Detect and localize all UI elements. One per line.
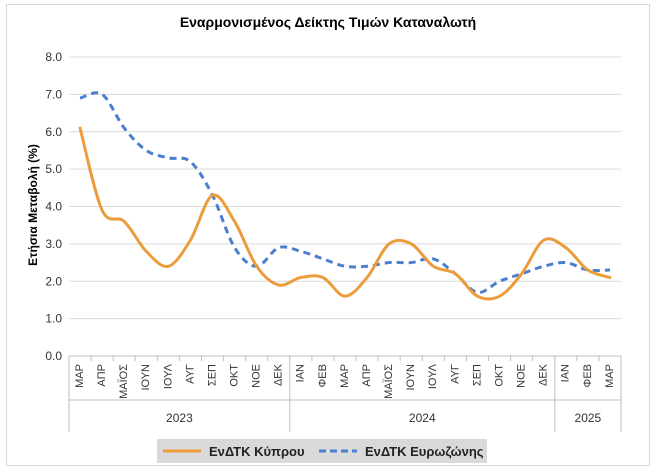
y-tick-label: 8.0 [45,50,62,64]
x-axis: ΜΑΡ ΑΠΡ ΜΑΪΟΣ ΙΟΥΝ ΙΟΥΛ ΑΥΓ ΣΕΠ ΟΚΤ ΝΟΕ ΔΕΚ ΙΑΝ ΦΕΒ… [68,355,622,432]
x-tick-label: ΙΟΥΝ [405,364,417,391]
x-tick-label: ΦΕΒ [582,364,594,387]
legend-label-eurozone: ΕνΔΤΚ Ευρωζώνης [365,444,484,459]
year-label: 2023 [166,411,193,425]
x-tick-label: ΙΑΝ [295,364,307,382]
y-tick-label: 6.0 [45,125,62,139]
legend-label-cyprus: ΕνΔΤΚ Κύπρου [209,444,305,459]
y-tick-label: 4.0 [45,200,62,214]
x-tick-label: ΜΑΡ [74,364,86,388]
x-tick-label: ΑΠΡ [96,364,108,387]
x-tick-label: ΜΑΪΟΣ [118,364,130,399]
x-tick-label: ΜΑΪΟΣ [383,364,395,399]
x-tick-label: ΣΕΠ [206,364,218,386]
x-tick-label: ΜΑΡ [339,364,351,388]
gridlines [69,56,621,357]
x-tick-label: ΝΟΕ [251,364,263,388]
year-label: 2025 [575,411,602,425]
x-tick-label: ΙΟΥΛ [162,363,174,389]
y-tick-label: 1.0 [45,312,62,326]
x-tick-label: ΙΟΥΝ [140,364,152,391]
x-tick-label: ΜΑΡ [604,364,616,388]
x-tick-label: ΔΕΚ [273,363,285,386]
series-lines [78,91,612,301]
series-line-cyprus [78,126,612,301]
x-tick-label: ΣΕΠ [471,364,483,386]
y-tick-labels: 0.0 1.0 2.0 3.0 4.0 5.0 6.0 7.0 8.0 [45,50,62,363]
x-tick-label: ΟΚΤ [493,364,505,387]
x-tick-label: ΑΠΡ [361,364,373,387]
cpi-line-chart: Εναρμονισμένος Δείκτης Τιμών Καταναλωτή … [26,14,622,463]
y-tick-label: 2.0 [45,274,62,288]
chart-title: Εναρμονισμένος Δείκτης Τιμών Καταναλωτή [180,14,476,30]
x-tick-label: ΙΟΥΛ [427,363,439,389]
y-tick-label: 3.0 [45,237,62,251]
y-axis-label: Ετήσια Μεταβολή (%) [26,144,40,266]
year-label: 2024 [409,411,436,425]
x-tick-label: ΝΟΕ [516,364,528,388]
x-tick-label: ΙΑΝ [560,364,572,382]
x-tick-label: ΑΥΓ [184,364,196,384]
y-tick-label: 5.0 [45,162,62,176]
x-tick-label: ΟΚΤ [229,364,241,387]
x-tick-label: ΦΕΒ [317,364,329,387]
y-tick-label: 7.0 [45,87,62,101]
x-tick-label: ΑΥΓ [449,364,461,384]
x-tick-label: ΔΕΚ [538,363,550,386]
chart-frame: Εναρμονισμένος Δείκτης Τιμών Καταναλωτή … [6,4,650,466]
y-tick-label: 0.0 [45,349,62,363]
legend: ΕνΔΤΚ Κύπρου ΕνΔΤΚ Ευρωζώνης [157,439,487,463]
